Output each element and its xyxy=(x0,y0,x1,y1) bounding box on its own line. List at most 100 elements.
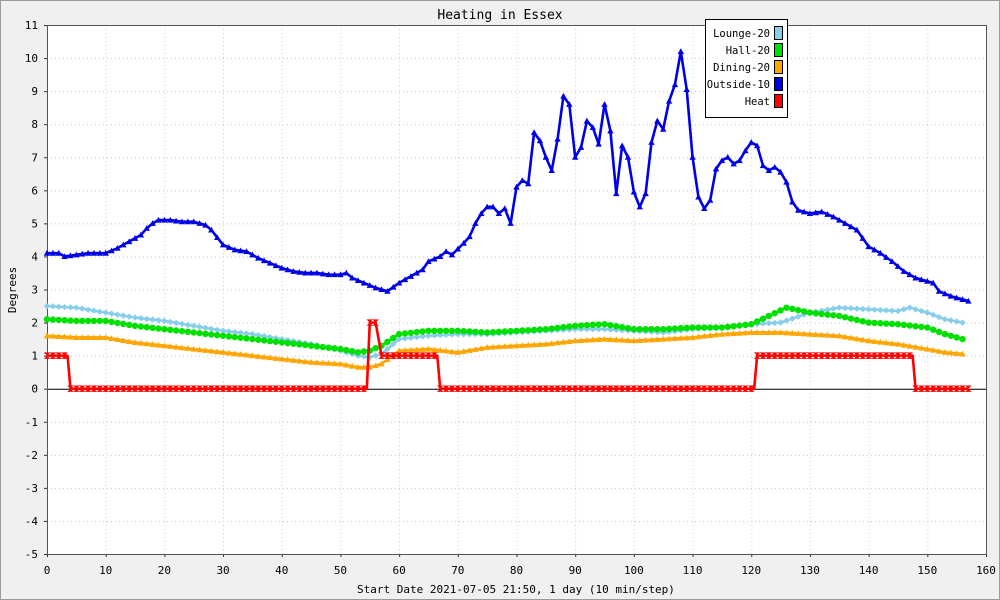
data-point xyxy=(73,385,80,392)
data-point xyxy=(642,325,649,333)
data-point xyxy=(824,311,831,318)
x-tick-label: 0 xyxy=(44,564,51,577)
data-point xyxy=(472,220,479,226)
data-point xyxy=(871,306,878,313)
series-dining-20 xyxy=(43,329,966,370)
data-point xyxy=(137,339,145,346)
data-point xyxy=(243,335,250,342)
data-point xyxy=(806,330,814,337)
data-point xyxy=(460,327,467,335)
x-tick-label: 160 xyxy=(976,564,996,577)
data-point xyxy=(859,352,866,359)
data-point xyxy=(513,342,520,349)
data-point xyxy=(935,313,943,321)
data-point xyxy=(407,273,415,279)
data-point xyxy=(718,330,726,337)
data-point xyxy=(96,334,104,341)
data-point xyxy=(765,329,773,336)
data-point xyxy=(912,274,919,281)
data-point xyxy=(419,352,426,359)
data-point xyxy=(219,385,227,392)
data-point xyxy=(607,385,614,392)
data-point xyxy=(507,327,514,335)
data-point xyxy=(753,352,761,359)
data-point xyxy=(560,323,567,331)
data-point xyxy=(272,338,280,345)
data-point xyxy=(607,127,614,134)
data-point xyxy=(724,154,731,160)
data-point xyxy=(836,216,843,223)
data-point xyxy=(859,235,866,241)
data-point xyxy=(208,325,215,333)
data-point xyxy=(296,268,303,275)
data-point xyxy=(208,331,215,338)
data-point xyxy=(366,282,373,288)
data-point xyxy=(55,333,62,340)
data-point xyxy=(853,226,861,233)
data-point xyxy=(765,320,773,327)
plot-frame xyxy=(47,25,987,555)
data-point xyxy=(812,209,820,216)
data-point xyxy=(167,326,174,334)
data-point xyxy=(507,385,514,392)
data-point xyxy=(378,352,385,359)
data-point xyxy=(120,312,127,319)
data-point xyxy=(454,327,462,335)
data-point xyxy=(530,341,538,348)
data-point xyxy=(771,352,778,359)
data-point xyxy=(149,220,156,226)
data-point xyxy=(530,326,538,334)
data-point xyxy=(448,348,456,355)
data-point xyxy=(84,334,92,341)
data-point xyxy=(806,210,814,217)
data-point xyxy=(431,332,438,339)
data-point xyxy=(636,385,643,392)
data-point xyxy=(395,330,403,338)
data-point xyxy=(865,352,872,359)
data-point xyxy=(354,349,362,356)
data-point xyxy=(313,385,321,392)
data-point xyxy=(255,353,262,359)
data-point xyxy=(114,336,121,342)
data-point xyxy=(654,325,661,333)
data-point xyxy=(636,337,643,343)
data-point xyxy=(202,385,209,392)
data-point xyxy=(67,252,74,259)
data-point xyxy=(577,144,585,150)
data-point xyxy=(571,385,579,392)
data-point xyxy=(906,342,913,349)
data-point xyxy=(125,338,133,344)
data-point xyxy=(953,385,960,392)
data-point xyxy=(812,352,820,359)
data-point xyxy=(384,338,391,346)
data-point xyxy=(865,306,872,313)
data-point xyxy=(765,167,773,174)
data-point xyxy=(959,335,966,343)
data-point xyxy=(859,305,866,313)
data-point xyxy=(812,331,820,338)
data-point xyxy=(935,385,943,392)
data-point xyxy=(114,319,121,327)
data-point xyxy=(425,327,432,335)
data-point xyxy=(677,324,685,332)
data-point xyxy=(736,157,743,164)
data-point xyxy=(331,360,338,367)
data-point xyxy=(319,270,327,277)
data-point xyxy=(929,279,937,286)
data-point xyxy=(771,309,778,317)
data-point xyxy=(724,323,731,331)
data-point xyxy=(636,203,643,210)
data-point xyxy=(601,101,608,107)
data-point xyxy=(448,251,456,258)
data-point xyxy=(102,334,109,341)
data-point xyxy=(260,385,268,392)
data-point xyxy=(49,249,57,256)
data-point xyxy=(571,322,579,330)
data-point xyxy=(888,307,896,314)
data-point xyxy=(812,310,820,317)
data-point xyxy=(795,306,802,314)
data-point xyxy=(161,216,168,223)
series-markers-outside-10 xyxy=(43,48,972,304)
data-point xyxy=(695,324,702,331)
data-point xyxy=(689,154,696,160)
